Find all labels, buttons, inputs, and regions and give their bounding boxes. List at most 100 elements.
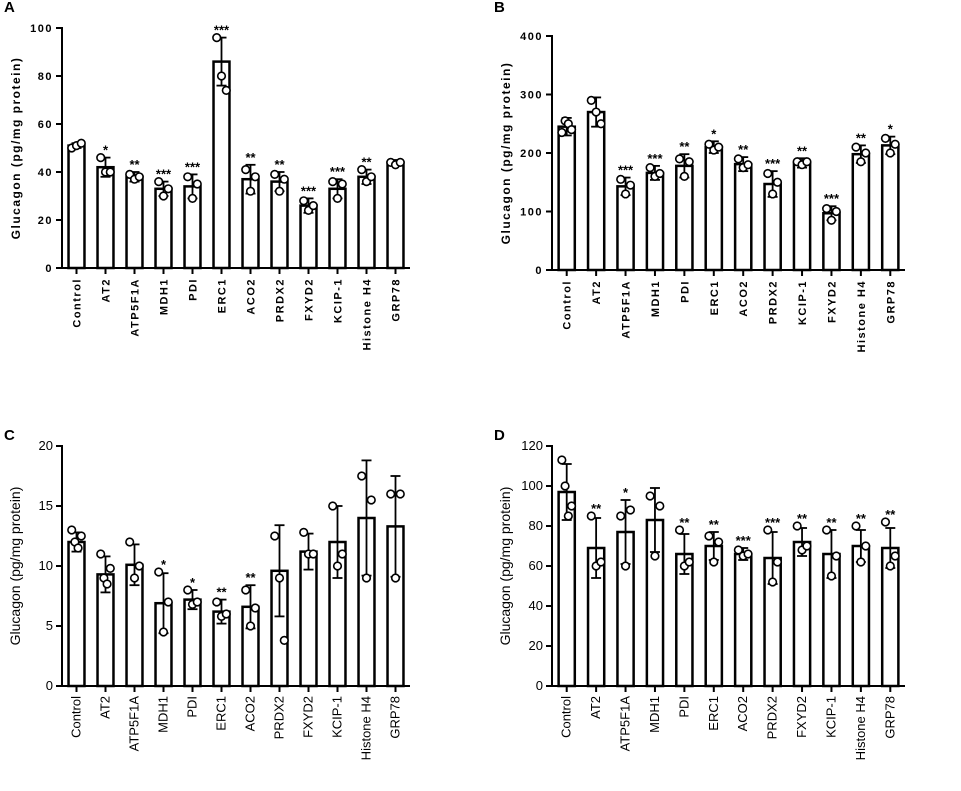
x-tick-label: Histone H4	[362, 278, 374, 350]
y-tick-label: 100	[30, 23, 53, 35]
data-point	[625, 505, 635, 515]
data-point	[274, 573, 285, 583]
x-tick-label: FXYD2	[304, 278, 316, 321]
significance: **	[738, 142, 749, 157]
x-tick-label: MDH1	[156, 696, 171, 733]
significance: *	[103, 143, 109, 158]
y-tick-label: 20	[38, 215, 53, 227]
data-point	[591, 107, 601, 117]
data-point	[105, 167, 115, 177]
data-point	[620, 189, 631, 199]
panel-label: A	[4, 0, 15, 16]
data-point	[212, 32, 222, 43]
y-axis-label: Glucagon (pg/mg protein)	[497, 487, 513, 646]
significance: ***	[618, 163, 634, 178]
bar	[357, 175, 376, 270]
y-tick-label: 0	[45, 263, 53, 275]
data-point	[241, 165, 251, 175]
data-point	[890, 551, 900, 561]
data-point	[851, 142, 861, 152]
data-point	[566, 501, 577, 511]
data-point	[187, 193, 198, 203]
significance: ***	[824, 191, 840, 206]
y-axis-label: Glucagon (pg/mg protein)	[499, 62, 513, 245]
data-point	[772, 177, 783, 187]
x-tick-label: MDH1	[159, 278, 171, 315]
bar	[733, 162, 753, 272]
x-tick-label: ATP5F1A	[621, 280, 633, 339]
data-point	[596, 557, 606, 567]
data-point	[792, 521, 802, 531]
bar	[880, 144, 900, 272]
bar	[792, 540, 812, 688]
data-point	[245, 621, 256, 631]
data-point	[802, 157, 812, 167]
data-point	[831, 206, 841, 217]
x-tick-label: PDI	[679, 280, 691, 303]
data-point	[250, 603, 260, 613]
data-point	[270, 169, 280, 179]
data-point	[714, 142, 724, 152]
significance: ***	[156, 167, 172, 182]
data-point	[357, 165, 367, 175]
x-tick-label: ATP5F1A	[618, 696, 633, 752]
data-point	[768, 577, 778, 587]
data-point	[822, 203, 832, 214]
data-point	[332, 561, 343, 571]
y-tick-label: 80	[529, 518, 543, 533]
bar	[557, 490, 577, 688]
data-point	[684, 557, 694, 567]
y-tick-label: 200	[520, 148, 543, 160]
x-tick-label: Control	[69, 696, 84, 738]
panel-label: D	[494, 427, 505, 444]
data-point	[763, 168, 773, 179]
y-tick-label: 300	[520, 90, 543, 102]
x-tick-label: ACO2	[735, 696, 750, 731]
x-tick-label: MDH1	[647, 696, 662, 733]
data-point	[245, 186, 256, 196]
significance: **	[797, 511, 808, 526]
x-tick-label: AT2	[101, 278, 113, 302]
significance: **	[797, 143, 808, 158]
significance: **	[274, 157, 285, 172]
data-point	[279, 174, 289, 184]
data-point	[163, 184, 173, 194]
data-point	[154, 177, 164, 187]
data-point	[328, 501, 338, 511]
data-point	[861, 148, 871, 158]
data-point	[831, 551, 841, 561]
data-point	[125, 537, 135, 547]
data-point	[96, 549, 106, 559]
data-point	[714, 537, 724, 547]
data-point	[308, 201, 318, 211]
data-point	[616, 174, 626, 184]
x-tick-label: ERC1	[709, 280, 721, 315]
significance: *	[623, 485, 629, 500]
data-point	[337, 549, 347, 559]
x-tick-label: ATP5F1A	[130, 278, 142, 337]
data-point	[645, 491, 655, 501]
bar	[792, 161, 812, 272]
significance: **	[709, 517, 720, 532]
data-point	[625, 180, 635, 190]
significance: **	[679, 515, 690, 530]
x-tick-label: ATP5F1A	[127, 696, 142, 752]
significance: **	[591, 501, 602, 516]
data-point	[709, 557, 719, 567]
data-point	[704, 139, 714, 149]
significance: **	[826, 515, 837, 530]
x-tick-label: Control	[559, 696, 574, 738]
y-tick-label: 5	[46, 618, 53, 633]
significance: ***	[765, 156, 781, 171]
significance: **	[361, 155, 372, 170]
x-tick-label: AT2	[98, 696, 113, 719]
data-point	[733, 154, 743, 164]
y-tick-label: 10	[39, 558, 53, 573]
y-tick-label: 0	[46, 678, 53, 693]
data-point	[655, 501, 665, 511]
bar	[154, 187, 173, 270]
data-point	[279, 635, 289, 646]
data-point	[274, 186, 285, 196]
data-point	[650, 551, 660, 561]
